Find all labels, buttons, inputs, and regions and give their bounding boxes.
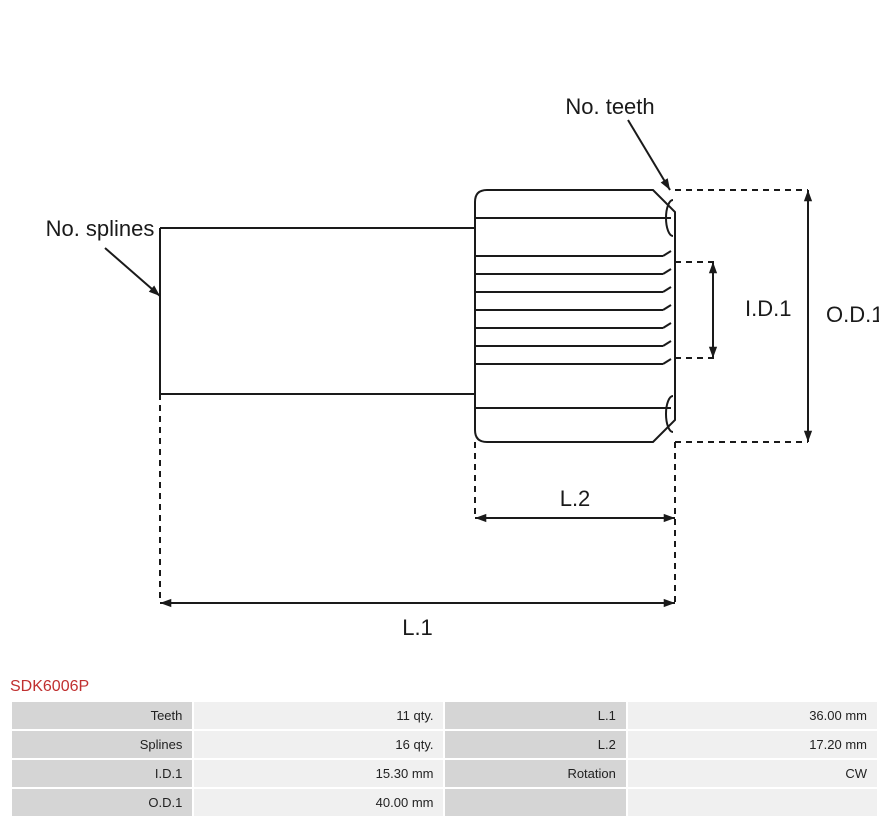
table-row: Teeth11 qty.L.136.00 mm xyxy=(12,702,877,729)
spec-label: Rotation xyxy=(445,760,625,787)
spec-label: O.D.1 xyxy=(12,789,192,816)
svg-text:L.2: L.2 xyxy=(560,486,591,511)
technical-diagram: L.1 L.2 I.D.1 O.D.1 No. teeth No. splines xyxy=(10,0,879,670)
svg-text:No. teeth: No. teeth xyxy=(565,94,654,119)
svg-text:L.1: L.1 xyxy=(402,615,433,640)
svg-text:No. splines: No. splines xyxy=(46,216,155,241)
spec-value xyxy=(628,789,877,816)
spec-label: L.2 xyxy=(445,731,625,758)
part-number: SDK6006P xyxy=(10,678,879,696)
spec-label xyxy=(445,789,625,816)
spec-label: Teeth xyxy=(12,702,192,729)
spec-label: I.D.1 xyxy=(12,760,192,787)
spec-value: 17.20 mm xyxy=(628,731,877,758)
spec-label: L.1 xyxy=(445,702,625,729)
spec-value: 16 qty. xyxy=(194,731,443,758)
spec-table: Teeth11 qty.L.136.00 mmSplines16 qty.L.2… xyxy=(10,700,879,818)
spec-value: CW xyxy=(628,760,877,787)
spec-label: Splines xyxy=(12,731,192,758)
spec-value: 40.00 mm xyxy=(194,789,443,816)
spec-value: 15.30 mm xyxy=(194,760,443,787)
table-row: Splines16 qty.L.217.20 mm xyxy=(12,731,877,758)
table-row: O.D.140.00 mm xyxy=(12,789,877,816)
spec-value: 11 qty. xyxy=(194,702,443,729)
spec-value: 36.00 mm xyxy=(628,702,877,729)
svg-text:O.D.1: O.D.1 xyxy=(826,302,879,327)
table-row: I.D.115.30 mmRotationCW xyxy=(12,760,877,787)
svg-text:I.D.1: I.D.1 xyxy=(745,296,791,321)
